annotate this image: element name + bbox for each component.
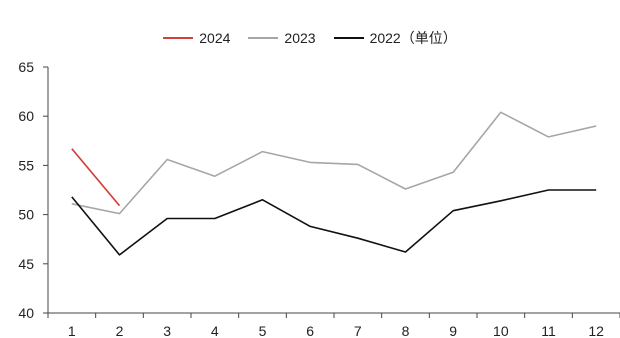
legend-swatch-2024 (163, 37, 194, 39)
series-line-2024 (71, 148, 121, 207)
x-tick-label: 12 (588, 323, 604, 338)
legend-swatch-2022 (333, 37, 364, 39)
x-tick-label: 9 (449, 323, 457, 338)
x-tick-label: 1 (68, 323, 76, 338)
legend-label-2023: 2023 (284, 30, 316, 46)
series-line-2023 (71, 111, 597, 215)
y-tick-label: 45 (18, 256, 34, 272)
y-tick-label: 65 (18, 59, 34, 75)
y-tick-label: 55 (18, 157, 34, 173)
x-tick-label: 8 (402, 323, 410, 338)
legend-label-2024: 2024 (199, 30, 231, 46)
y-tick-label: 60 (18, 108, 34, 124)
legend-label-2022: 2022（单位） (369, 30, 457, 46)
legend-item-2023: 2023 (248, 30, 316, 46)
legend-item-2024: 2024 (163, 30, 230, 46)
chart-legend: 2024 2023 2022（单位） (0, 28, 620, 48)
x-tick-label: 2 (116, 323, 124, 338)
x-tick-label: 11 (541, 323, 556, 338)
legend-swatch-2023 (248, 37, 279, 39)
x-tick-label: 3 (163, 323, 171, 338)
x-tick-label: 10 (493, 323, 509, 338)
y-tick-label: 50 (18, 207, 34, 223)
legend-item-2022: 2022（单位） (333, 28, 457, 48)
x-tick-label: 6 (306, 323, 314, 338)
series-line-2022 (71, 189, 597, 256)
y-tick-label: 40 (18, 305, 34, 321)
x-tick-label: 4 (211, 323, 219, 338)
x-tick-label: 7 (354, 323, 362, 338)
x-tick-label: 5 (259, 323, 267, 338)
